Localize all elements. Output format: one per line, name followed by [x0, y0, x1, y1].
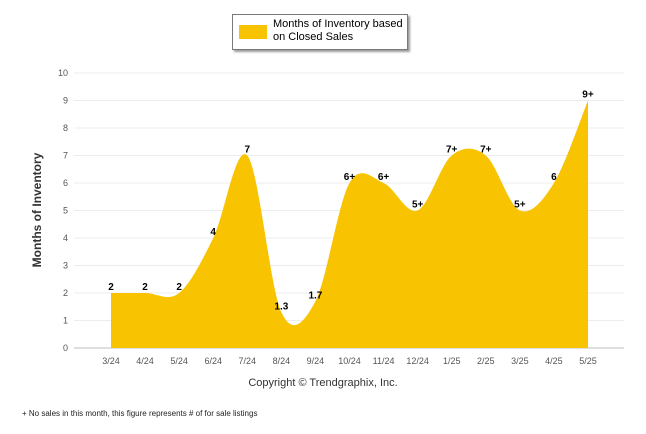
- data-label: 5+: [514, 200, 526, 211]
- data-label: 1.3: [274, 301, 288, 312]
- x-tick-label: 11/24: [373, 356, 395, 366]
- x-tick-label: 5/25: [579, 356, 597, 366]
- x-tick-label: 5/24: [170, 356, 188, 366]
- legend-label-line1: Months of Inventory based: [273, 18, 403, 30]
- y-tick-label: 5: [63, 206, 68, 216]
- y-tick-label: 3: [63, 261, 68, 271]
- data-label: 5+: [412, 200, 424, 211]
- y-axis-ticks: 0 1 2 3 4 5 6 7 8 9 10: [58, 68, 68, 353]
- x-tick-label: 4/25: [545, 356, 563, 366]
- y-tick-label: 4: [63, 233, 68, 243]
- y-tick-label: 2: [63, 288, 68, 298]
- x-tick-label: 9/24: [307, 356, 325, 366]
- y-axis-label: Months of Inventory: [30, 152, 44, 267]
- data-labels: 2 2 2 4 7 1.3 1.7 6+ 6+ 5+ 7+ 7+ 5+ 6 9+: [108, 90, 594, 313]
- legend-label: Months of Inventory based on Closed Sale…: [273, 18, 405, 44]
- y-tick-label: 6: [63, 178, 68, 188]
- y-tick-label: 10: [58, 68, 68, 78]
- data-label: 6: [551, 172, 557, 183]
- x-tick-label: 3/25: [511, 356, 529, 366]
- data-label: 9+: [582, 90, 594, 101]
- y-tick-label: 7: [63, 151, 68, 161]
- x-tick-label: 12/24: [406, 356, 429, 366]
- y-tick-label: 9: [63, 96, 68, 106]
- x-tick-label: 7/24: [239, 356, 257, 366]
- data-label: 2: [142, 282, 148, 293]
- legend-label-line2: on Closed Sales: [273, 31, 354, 43]
- data-label: 2: [108, 282, 114, 293]
- x-axis-ticks: 3/24 4/24 5/24 6/24 7/24 8/24 9/24 10/24 11/24 12…: [102, 356, 597, 366]
- data-label: 6+: [344, 172, 356, 183]
- legend: Months of Inventory based on Closed Sale…: [232, 14, 408, 50]
- y-tick-label: 0: [63, 343, 68, 353]
- y-tick-label: 8: [63, 123, 68, 133]
- x-tick-label: 1/25: [443, 356, 461, 366]
- x-tick-label: 6/24: [204, 356, 222, 366]
- legend-swatch: [239, 25, 267, 39]
- footnote-text: + No sales in this month, this figure re…: [22, 409, 258, 418]
- series-area: [111, 100, 588, 348]
- y-tick-label: 1: [63, 316, 68, 326]
- data-label: 1.7: [308, 290, 322, 301]
- x-tick-label: 2/25: [477, 356, 495, 366]
- x-tick-label: 3/24: [102, 356, 120, 366]
- data-label: 7+: [446, 145, 458, 156]
- x-tick-label: 8/24: [273, 356, 291, 366]
- data-label: 7: [245, 145, 251, 156]
- data-label: 6+: [378, 172, 390, 183]
- x-tick-label: 4/24: [136, 356, 154, 366]
- copyright-text: Copyright © Trendgraphix, Inc.: [248, 377, 398, 389]
- data-label: 4: [210, 227, 216, 238]
- data-label: 7+: [480, 145, 492, 156]
- x-tick-label: 10/24: [338, 356, 361, 366]
- data-label: 2: [176, 282, 182, 293]
